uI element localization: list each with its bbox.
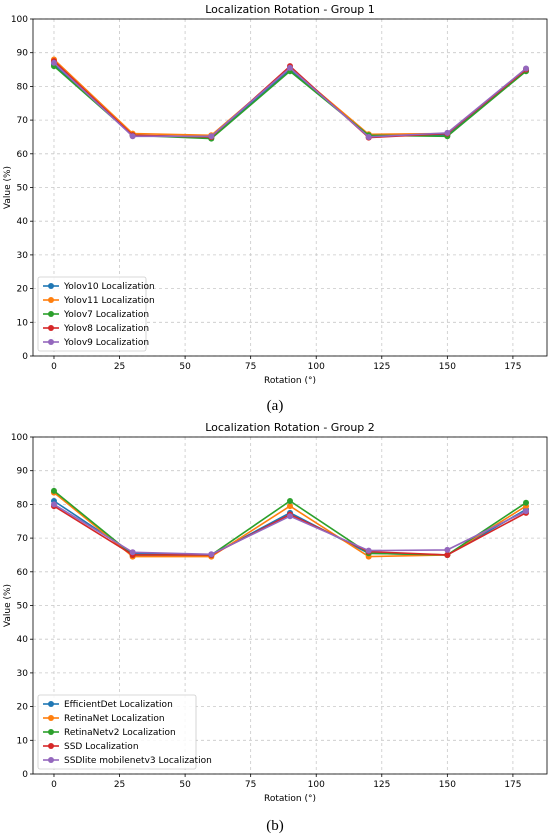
caption-b: (b)	[266, 818, 284, 834]
series-4	[50, 501, 530, 558]
legend-label: RetinaNet Localization	[64, 714, 165, 724]
y-tick-label: 90	[17, 467, 29, 477]
y-tick-label: 80	[17, 500, 29, 510]
y-axis-label: Value (%)	[3, 166, 13, 209]
data-point	[287, 513, 293, 520]
y-tick-label: 0	[22, 770, 28, 780]
y-tick-label: 30	[17, 669, 29, 679]
y-tick-label: 70	[17, 534, 29, 544]
data-point	[50, 59, 57, 66]
legend-box	[37, 276, 147, 352]
chart-title: Localization Rotation - Group 2	[205, 421, 375, 434]
legend-swatch-marker	[48, 325, 54, 331]
x-tick-label: 0	[51, 362, 57, 372]
legend-box	[37, 694, 197, 770]
x-tick-label: 100	[308, 780, 325, 790]
data-point	[208, 551, 215, 558]
legend-swatch-marker	[48, 283, 54, 289]
chart-group-2: Localization Rotation - Group 2 0 10 20 30 40…	[3, 421, 548, 804]
x-axis-label: Rotation (°)	[264, 794, 316, 804]
y-tick-label: 70	[17, 116, 29, 126]
y-tick-label: 60	[17, 150, 29, 160]
data-point	[523, 65, 530, 72]
legend-label: SSDlite mobilenetv3 Localization	[64, 756, 212, 766]
data-point	[129, 549, 136, 556]
y-tick-label: 40	[17, 217, 29, 227]
x-tick-label: 175	[504, 780, 521, 790]
data-point	[129, 133, 136, 140]
x-tick-label: 50	[179, 362, 191, 372]
data-point	[444, 546, 451, 553]
y-tick-label: 10	[17, 318, 29, 328]
legend-swatch-marker	[48, 701, 54, 707]
y-tick-label: 60	[17, 568, 29, 578]
x-tick-label: 0	[51, 780, 57, 790]
y-tick-label: 100	[11, 15, 28, 25]
data-point	[208, 133, 215, 140]
x-tick-label: 75	[245, 780, 256, 790]
x-tick-label: 150	[439, 362, 456, 372]
x-tick-label: 125	[373, 362, 390, 372]
x-axis-label: Rotation (°)	[264, 376, 316, 386]
y-tick-label: 90	[17, 49, 29, 59]
legend-label: Yolov7 Localization	[63, 310, 149, 320]
y-tick-label: 100	[11, 433, 28, 443]
legend-swatch-marker	[48, 743, 54, 749]
data-point	[287, 64, 293, 71]
y-axis-label: Value (%)	[3, 584, 13, 627]
legend-label: Yolov11 Localization	[63, 296, 155, 306]
x-tick-label: 25	[114, 780, 125, 790]
legend-swatch-marker	[48, 311, 54, 317]
data-point	[365, 133, 372, 140]
y-tick-label: 30	[17, 251, 29, 261]
data-point	[50, 501, 57, 508]
legend-swatch-marker	[48, 339, 54, 345]
series-2	[50, 63, 530, 142]
legend-swatch-marker	[48, 757, 54, 763]
x-tick-label: 100	[308, 362, 325, 372]
data-point	[444, 129, 451, 136]
y-tick-label: 20	[17, 285, 29, 295]
legend-swatch-marker	[48, 715, 54, 721]
data-point	[50, 487, 57, 494]
y-tick-label: 50	[17, 184, 29, 194]
legend-label: SSD Localization	[64, 742, 139, 752]
chart-group-1: Localization Rotation - Group 1 0 10 20 30 40…	[3, 3, 548, 386]
y-tick-label: 40	[17, 635, 29, 645]
legend-label: EfficientDet Localization	[64, 700, 173, 710]
x-tick-label: 175	[504, 362, 521, 372]
legend-label: Yolov8 Localization	[63, 324, 149, 334]
data-point	[523, 508, 530, 515]
y-tick-label: 20	[17, 703, 29, 713]
data-point	[287, 503, 293, 510]
data-point	[365, 547, 372, 554]
legend-swatch-marker	[48, 729, 54, 735]
y-tick-label: 50	[17, 602, 29, 612]
y-tick-label: 10	[17, 736, 29, 746]
chart-title: Localization Rotation - Group 1	[205, 3, 375, 16]
legend-swatch-marker	[48, 297, 54, 303]
x-tick-label: 50	[179, 780, 191, 790]
series-2	[50, 487, 530, 558]
caption-a: (a)	[266, 398, 284, 414]
data-point	[287, 498, 293, 505]
y-tick-label: 80	[17, 82, 29, 92]
x-tick-label: 75	[245, 362, 256, 372]
x-tick-label: 150	[439, 780, 456, 790]
series-4	[50, 59, 530, 140]
data-point	[444, 551, 451, 558]
x-tick-label: 125	[373, 780, 390, 790]
y-tick-label: 0	[22, 352, 28, 362]
x-tick-label: 25	[114, 362, 125, 372]
data-point	[523, 499, 530, 506]
legend-label: RetinaNetv2 Localization	[64, 728, 176, 738]
legend-label: Yolov10 Localization	[63, 282, 155, 292]
legend-label: Yolov9 Localization	[63, 338, 149, 348]
